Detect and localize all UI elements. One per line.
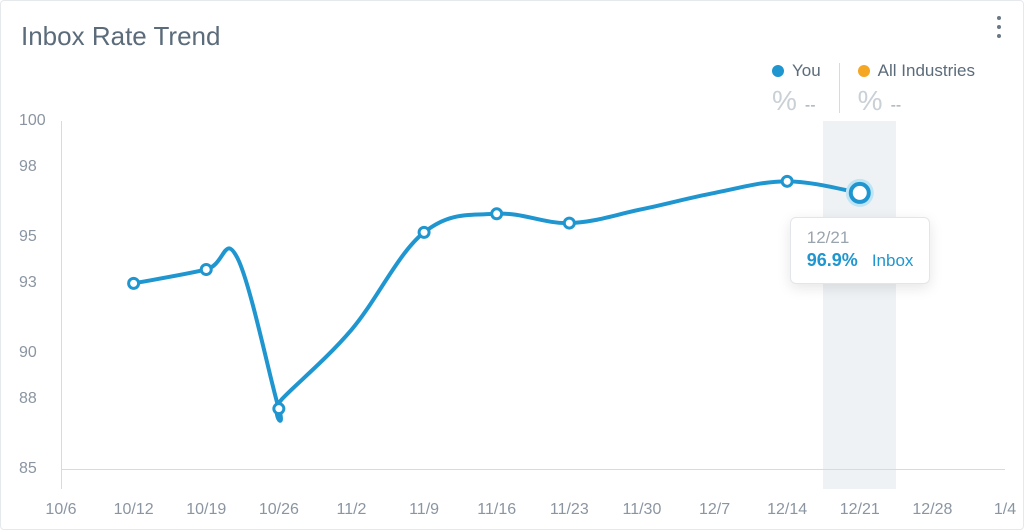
data-point-marker[interactable]	[201, 264, 211, 274]
legend-dot-you	[772, 65, 784, 77]
data-point-marker[interactable]	[274, 404, 284, 414]
tooltip-label: Inbox	[872, 251, 914, 271]
tooltip-date: 12/21	[807, 228, 914, 248]
legend-label-you: You	[792, 61, 821, 81]
chart-plot-area: 85889093959810010/610/1210/1910/2611/211…	[1, 121, 1024, 530]
card-menu-icon[interactable]	[989, 13, 1009, 41]
legend-value-you: --	[805, 97, 816, 115]
tooltip-value: 96.9%	[807, 250, 858, 271]
legend-label-all-industries: All Industries	[878, 61, 975, 81]
legend: You % -- All Industries % --	[754, 61, 993, 117]
legend-item-all-industries[interactable]: All Industries % --	[840, 61, 993, 117]
data-point-marker[interactable]	[782, 176, 792, 186]
card-title: Inbox Rate Trend	[21, 21, 220, 52]
data-point-marker[interactable]	[492, 209, 502, 219]
legend-value-all-industries: --	[891, 97, 902, 115]
line-chart-svg	[1, 121, 1024, 530]
legend-dot-all-industries	[858, 65, 870, 77]
data-point-marker[interactable]	[419, 227, 429, 237]
tooltip: 12/2196.9% Inbox	[790, 217, 931, 284]
chart-card: Inbox Rate Trend You % -- All Industries…	[0, 0, 1024, 530]
percent-icon: %	[772, 85, 795, 117]
data-point-marker[interactable]	[564, 218, 574, 228]
selected-point-ring[interactable]	[851, 184, 869, 202]
data-point-marker[interactable]	[129, 278, 139, 288]
percent-icon: %	[858, 85, 881, 117]
legend-item-you[interactable]: You % --	[754, 61, 839, 117]
